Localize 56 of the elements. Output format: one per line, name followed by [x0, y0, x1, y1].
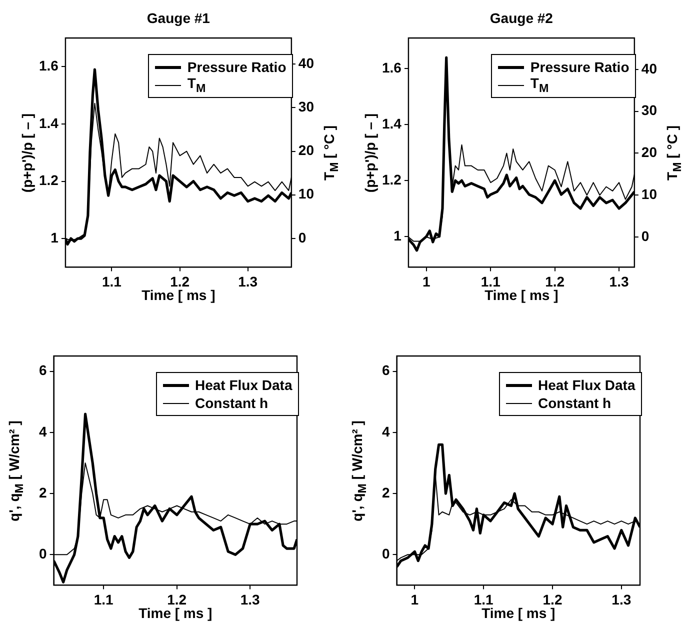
- y-tick-label: 0: [38, 546, 47, 562]
- y2-tick-label: 0: [298, 229, 306, 246]
- legend-label: T$_{M}$: [530, 75, 549, 95]
- y-tick-label: 6: [382, 362, 390, 378]
- legend-label: Constant h: [195, 395, 268, 411]
- x-tick-label: 1: [422, 273, 431, 290]
- x-tick-label: 1.1: [474, 591, 494, 608]
- y2-tick-label: 20: [641, 144, 658, 160]
- x-tick-label: 1.2: [545, 273, 565, 290]
- y-axis-title: (p+p')/p [ – ]: [362, 113, 378, 192]
- y2-tick-label: 10: [298, 186, 314, 202]
- y-tick-label: 1.4: [38, 114, 59, 131]
- legend-label: Pressure Ratio: [530, 59, 630, 75]
- x-axis-title: Time [ ms ]: [484, 287, 558, 304]
- y-tick-label: 1: [394, 227, 402, 244]
- x-axis-title: Time [ ms ]: [138, 605, 212, 622]
- y-tick-label: 1.2: [382, 171, 402, 188]
- x-tick-label: 1.2: [170, 273, 190, 290]
- x-tick-label: 1.3: [609, 273, 629, 290]
- y2-tick-label: 20: [298, 142, 314, 158]
- legend-label: Heat Flux Data: [195, 377, 292, 393]
- legend-label: T$_{M}$: [187, 75, 206, 95]
- y2-tick-label: 40: [298, 55, 314, 72]
- y-tick-label: 1.6: [38, 58, 59, 74]
- legend-label: Heat Flux Data: [538, 377, 636, 393]
- y-tick-label: 1.4: [382, 116, 402, 132]
- x-tick-label: 1.3: [612, 591, 632, 608]
- y-tick-label: 1.2: [38, 172, 59, 188]
- y2-tick-label: 0: [641, 228, 650, 244]
- y-tick-label: 0: [382, 546, 390, 562]
- y-axis-title: (p+p')/p [ – ]: [19, 113, 36, 192]
- y-tick-label: 2: [38, 484, 47, 500]
- y-tick-label: 4: [382, 423, 390, 440]
- x-tick-label: 1.1: [94, 591, 114, 608]
- y2-tick-label: 10: [641, 186, 658, 202]
- x-tick-label: 1: [410, 591, 419, 608]
- y-tick-label: 6: [38, 362, 47, 378]
- x-tick-label: 1.1: [102, 273, 122, 290]
- chart-title: Gauge #1: [146, 10, 210, 26]
- legend-label: Constant h: [538, 395, 612, 411]
- x-tick-label: 1.3: [240, 591, 260, 608]
- y2-tick-label: 40: [641, 60, 658, 76]
- y-tick-label: 4: [38, 423, 47, 440]
- y2-tick-label: 30: [641, 102, 658, 118]
- chart-title: Gauge #2: [490, 10, 553, 26]
- x-tick-label: 1.2: [167, 591, 187, 608]
- y2-tick-label: 30: [298, 98, 314, 115]
- y-tick-label: 2: [382, 484, 390, 500]
- y-tick-label: 1: [50, 229, 59, 246]
- x-tick-label: 1.1: [480, 273, 501, 290]
- y-tick-label: 1.6: [382, 60, 402, 76]
- x-tick-label: 1.3: [238, 273, 258, 290]
- x-axis-title: Time [ ms ]: [142, 287, 216, 304]
- legend-label: Pressure Ratio: [187, 59, 286, 75]
- x-tick-label: 1.2: [542, 591, 562, 608]
- x-axis-title: Time [ ms ]: [482, 605, 556, 622]
